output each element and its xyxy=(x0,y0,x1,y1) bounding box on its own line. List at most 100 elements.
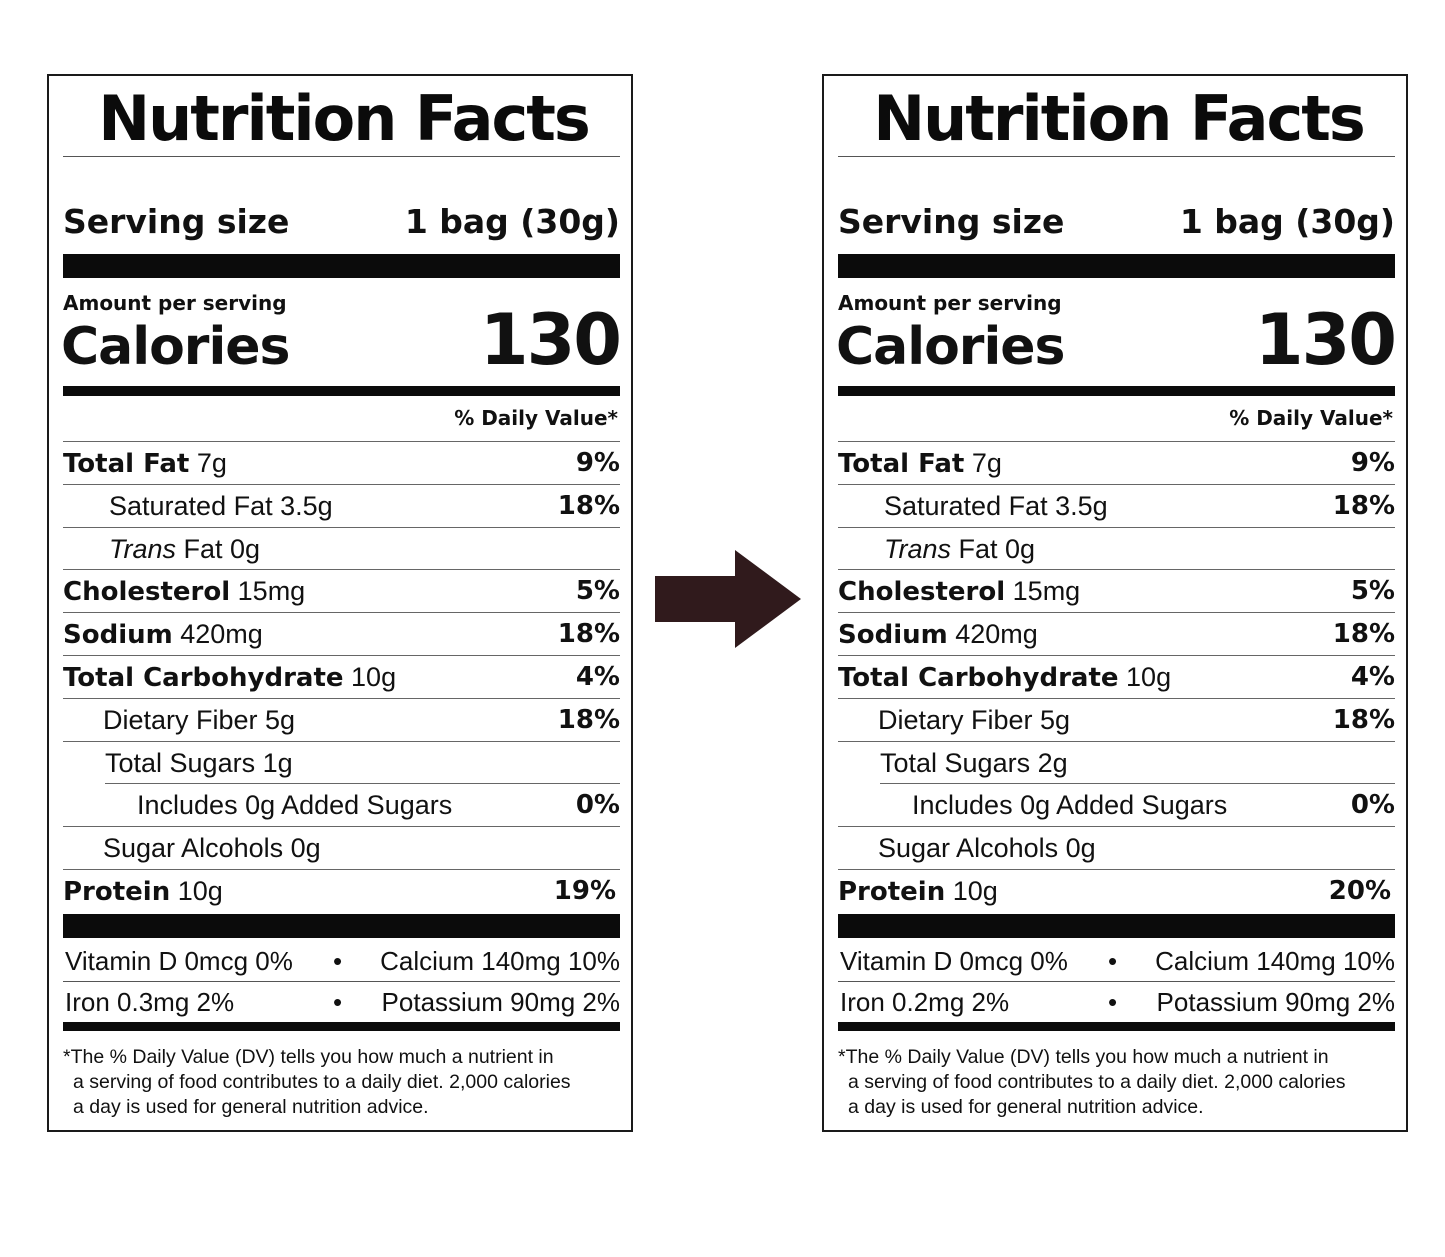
nutrient-name: Total Carbohydrate xyxy=(838,662,1119,693)
nutrient-row-sugar-alcohols: Sugar Alcohols 0g xyxy=(838,826,1395,869)
nutrient-dv: 18% xyxy=(557,704,620,735)
nutrient-dv: 9% xyxy=(1350,448,1395,478)
amount-per-serving: Amount per serving xyxy=(63,291,287,315)
nutrient-amount: 10g xyxy=(1126,661,1172,692)
bullet-separator: • xyxy=(1108,946,1118,976)
nutrient-row-added-sugars: Includes 0g Added Sugars 0% xyxy=(105,783,620,826)
nutrient-amount: 10g xyxy=(952,875,998,906)
divider xyxy=(838,156,1395,157)
right-arrow-icon xyxy=(655,550,801,648)
vitamin-left: Vitamin D 0mcg 0% xyxy=(840,946,1068,976)
vitamin-row: Iron 0.3mg 2% • Potassium 90mg 2% xyxy=(63,982,620,1022)
daily-value-header: % Daily Value* xyxy=(1229,406,1393,430)
bullet-separator: • xyxy=(333,987,343,1017)
bullet-separator: • xyxy=(1108,987,1118,1017)
serving-size-label: Serving size xyxy=(838,202,1065,241)
thin-divider xyxy=(63,1022,620,1031)
nutrient-row-protein: Protein 10g 20% xyxy=(838,868,1395,912)
nutrient-amount: 15mg xyxy=(1012,576,1081,607)
nutrition-label-after: Nutrition Facts Serving size 1 bag (30g)… xyxy=(822,74,1408,1132)
nutrient-row-added-sugars: Includes 0g Added Sugars 0% xyxy=(880,783,1395,826)
daily-value-header: % Daily Value* xyxy=(454,406,618,430)
footnote: *The % Daily Value (DV) tells you how mu… xyxy=(838,1045,1395,1120)
vitamin-left: Iron 0.3mg 2% xyxy=(65,987,235,1017)
footnote-line: a day is used for general nutrition advi… xyxy=(73,1096,429,1118)
amount-per-serving: Amount per serving xyxy=(838,291,1062,315)
nutrient-dv: 18% xyxy=(1332,490,1395,521)
nutrient-amount: 10g xyxy=(351,661,397,692)
calories-value: 130 xyxy=(479,299,622,381)
label-body: Nutrition Facts Serving size 1 bag (30g)… xyxy=(836,76,1397,1130)
nutrient-row-cholesterol: Cholesterol 15mg 5% xyxy=(838,569,1395,612)
nutrient-name: Total Sugars 1g xyxy=(105,747,293,778)
serving-size-label: Serving size xyxy=(63,202,290,241)
nutrient-name: Protein xyxy=(838,876,946,907)
nutrient-amount: 15mg xyxy=(237,576,306,607)
nutrient-row-cholesterol: Cholesterol 15mg 5% xyxy=(63,569,620,612)
divider xyxy=(63,156,620,157)
nutrient-dv: 5% xyxy=(1350,576,1395,607)
nutrient-row-sugar-alcohols: Sugar Alcohols 0g xyxy=(63,826,620,869)
footnote: *The % Daily Value (DV) tells you how mu… xyxy=(63,1045,620,1120)
nutrient-amount: 420mg xyxy=(955,619,1038,650)
nutrient-dv: 0% xyxy=(575,790,620,821)
nutrient-row-protein: Protein 10g 19% xyxy=(63,868,620,912)
nutrient-name: Saturated Fat 3.5g xyxy=(884,490,1108,521)
vitamin-right: Potassium 90mg 2% xyxy=(381,987,620,1017)
nutrient-row-total-fat: Total Fat 7g 9% xyxy=(838,441,1395,484)
nutrient-row-saturated-fat: Saturated Fat 3.5g 18% xyxy=(63,483,620,527)
nutrient-name: Total Carbohydrate xyxy=(63,662,344,693)
nutrient-row-sodium: Sodium 420mg 18% xyxy=(63,612,620,655)
footnote-line: a day is used for general nutrition advi… xyxy=(848,1096,1204,1118)
nutrient-row-total-carbohydrate: Total Carbohydrate 10g 4% xyxy=(838,654,1395,698)
vitamin-row: Iron 0.2mg 2% • Potassium 90mg 2% xyxy=(838,982,1395,1022)
nutrient-name: Total Fat xyxy=(838,449,965,479)
nutrient-name: Dietary Fiber 5g xyxy=(103,704,296,735)
medium-divider xyxy=(63,386,620,396)
nutrient-name: Cholesterol xyxy=(838,577,1006,608)
nutrient-name: Saturated Fat 3.5g xyxy=(109,490,333,521)
nutrient-row-trans-fat: Trans Fat 0g xyxy=(838,526,1395,570)
thin-divider xyxy=(838,1022,1395,1031)
nutrient-amount: 420mg xyxy=(180,619,263,650)
nutrient-row-dietary-fiber: Dietary Fiber 5g 18% xyxy=(63,697,620,741)
label-title: Nutrition Facts xyxy=(873,82,1366,155)
footnote-line: *The % Daily Value (DV) tells you how mu… xyxy=(63,1046,554,1068)
vitamin-right: Calcium 140mg 10% xyxy=(380,946,620,976)
nutrient-name: Includes 0g Added Sugars xyxy=(137,790,453,821)
nutrient-dv: 4% xyxy=(1350,661,1395,692)
nutrient-dv: 18% xyxy=(557,490,620,521)
nutrient-row-dietary-fiber: Dietary Fiber 5g 18% xyxy=(838,697,1395,741)
calories-label: Calories xyxy=(836,317,1065,377)
footnote-line: a serving of food contributes to a daily… xyxy=(848,1071,1346,1093)
nutrient-name: Fat 0g xyxy=(958,533,1036,564)
nutrient-dv: 19% xyxy=(553,875,616,906)
vitamin-left: Iron 0.2mg 2% xyxy=(840,987,1010,1017)
nutrient-name: Cholesterol xyxy=(63,577,231,608)
nutrient-name: Sugar Alcohols 0g xyxy=(878,833,1096,864)
nutrient-row-trans-fat: Trans Fat 0g xyxy=(63,526,620,570)
nutrient-prefix: Trans xyxy=(109,533,177,564)
vitamin-right: Calcium 140mg 10% xyxy=(1155,946,1395,976)
nutrient-dv: 20% xyxy=(1328,875,1391,906)
nutrient-name: Dietary Fiber 5g xyxy=(878,704,1071,735)
nutrient-list: Total Fat 7g 9% Saturated Fat 3.5g 18% T… xyxy=(838,441,1395,912)
nutrient-name: Total Fat xyxy=(63,449,190,479)
nutrient-dv: 18% xyxy=(1332,704,1395,735)
serving-size-value: 1 bag (30g) xyxy=(404,202,620,241)
nutrient-row-total-fat: Total Fat 7g 9% xyxy=(63,441,620,484)
nutrient-prefix: Trans xyxy=(884,533,952,564)
serving-size-value: 1 bag (30g) xyxy=(1179,202,1395,241)
nutrient-name: Total Sugars 2g xyxy=(880,747,1068,778)
nutrient-row-total-sugars: Total Sugars 1g xyxy=(63,740,620,784)
nutrient-dv: 0% xyxy=(1350,790,1395,821)
nutrient-dv: 5% xyxy=(575,576,620,607)
nutrient-amount: 10g xyxy=(177,875,223,906)
nutrient-list: Total Fat 7g 9% Saturated Fat 3.5g 18% T… xyxy=(63,441,620,912)
divider xyxy=(838,981,1395,982)
thick-divider xyxy=(63,254,620,278)
nutrient-row-saturated-fat: Saturated Fat 3.5g 18% xyxy=(838,483,1395,527)
label-title: Nutrition Facts xyxy=(98,82,591,155)
nutrient-amount: 7g xyxy=(971,448,1002,478)
vitamin-row: Vitamin D 0mcg 0% • Calcium 140mg 10% xyxy=(63,941,620,981)
